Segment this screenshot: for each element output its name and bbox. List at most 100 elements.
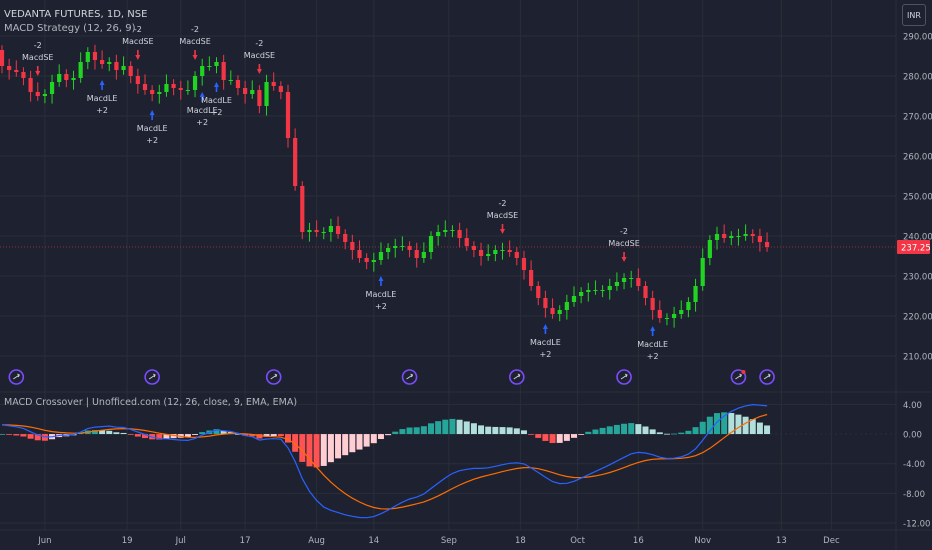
candlestick-series[interactable] (0, 44, 770, 328)
candle-body (507, 250, 512, 252)
candle-body (200, 66, 205, 76)
macd-histogram-bar (656, 432, 663, 435)
long-signal-label: MacdLE (87, 94, 118, 103)
candle-body (743, 234, 748, 236)
macd-histogram-bar (213, 429, 220, 435)
symbol-title[interactable]: VEDANTA FUTURES, 1D, NSE (4, 9, 148, 20)
short-signal-label: MacdSE (122, 37, 153, 46)
candle-body (64, 74, 69, 80)
candle-body (185, 90, 190, 91)
macd-histogram-bar (749, 419, 756, 435)
macd-histogram-bar (635, 424, 642, 435)
candle-body (650, 298, 655, 310)
macd-histogram-bar (420, 426, 427, 435)
candle-body (457, 230, 462, 238)
candle-body (564, 302, 569, 310)
price-tick-label: 210.00 (903, 353, 932, 363)
macd-histogram-bar (642, 426, 649, 435)
time-tick-label: Dec (823, 536, 840, 546)
candle-body (328, 226, 333, 232)
candle-body (171, 84, 176, 88)
macd-histogram-bar (578, 434, 585, 435)
macd-histogram-bar (428, 423, 434, 435)
short-signal-arrow (256, 69, 262, 74)
indicator-legend[interactable]: MACD Crossover | Unofficed.com (12, 26, … (4, 397, 298, 408)
macd-histogram-bar (542, 434, 549, 441)
macd-histogram-bar (699, 421, 706, 435)
candle-body (221, 62, 226, 80)
short-signal-label: MacdSE (244, 51, 275, 60)
short-signal-qty: -2 (191, 25, 199, 34)
event-markers[interactable] (8, 369, 775, 385)
macd-pane[interactable] (0, 403, 771, 519)
candle-body (643, 286, 648, 298)
candle-body (142, 84, 148, 90)
candle-body (14, 70, 19, 72)
candle-body (550, 308, 555, 314)
time-tick-label: 13 (776, 536, 787, 546)
candle-body (586, 290, 591, 292)
macd-line (1, 403, 768, 519)
time-tick-label: Sep (441, 536, 457, 546)
macd-histogram-bar (342, 434, 349, 456)
time-tick-label: Jul (175, 536, 186, 546)
long-signal-arrow (99, 80, 105, 85)
macd-histogram-bar (399, 429, 406, 435)
macd-histogram-bar (613, 424, 620, 435)
macd-histogram-bar (506, 427, 513, 435)
candle-body (757, 236, 762, 242)
strategy-legend[interactable]: MACD Strategy (12, 26, 9) (4, 23, 136, 34)
last-price-badge (897, 240, 930, 254)
candle-body (722, 234, 727, 238)
macd-histogram-bar (349, 434, 356, 453)
long-signal-qty: +2 (540, 350, 552, 359)
macd-tick-label: 4.00 (903, 401, 922, 411)
long-signal-arrow (650, 326, 656, 331)
time-axis: Jun 19 Jul 17 Aug 14 Sep 18 Oct 16 Nov 13 Dec (37, 536, 840, 546)
candle-body (335, 226, 341, 234)
candle-body (364, 258, 369, 262)
candle-body (357, 250, 362, 258)
candle-body (657, 310, 662, 318)
candle-body (178, 88, 183, 90)
candle-body (92, 52, 98, 60)
price-tick-label: 280.00 (903, 73, 932, 83)
macd-histogram-bar (277, 434, 284, 437)
macd-histogram-bar (327, 434, 334, 463)
candle-body (157, 92, 162, 94)
earnings-event-glyph (735, 373, 743, 380)
macd-histogram-bar (142, 434, 148, 439)
candle-body (28, 78, 33, 92)
price-tick-label: 240.00 (903, 233, 932, 243)
candle-body (493, 250, 498, 254)
candle-body (729, 236, 734, 238)
candle-body (629, 278, 634, 279)
candle-body (235, 80, 241, 88)
macd-histogram-bar (442, 419, 449, 435)
time-tick-label: Nov (694, 536, 711, 546)
candle-body (407, 246, 412, 250)
dividend-event-glyph (513, 373, 521, 380)
macd-histogram-bar (549, 434, 556, 444)
macd-histogram-bar (20, 434, 27, 437)
candle-body (736, 236, 741, 237)
candle-body (0, 50, 5, 66)
macd-histogram-bar (249, 434, 256, 437)
dividend-event-glyph (406, 373, 414, 380)
candle-body (321, 232, 326, 233)
currency-badge[interactable]: INR (902, 4, 926, 26)
macd-histogram-bar (756, 422, 763, 435)
macd-histogram-bar (27, 434, 34, 439)
macd-histogram-bar (470, 423, 477, 435)
candle-body (764, 242, 770, 247)
macd-histogram-bar (306, 434, 313, 467)
candle-body (428, 236, 434, 252)
short-signal-qty: -2 (499, 199, 507, 208)
candle-body (192, 76, 198, 90)
macd-histogram-bar (685, 430, 692, 435)
candle-body (543, 298, 548, 308)
candle-body (436, 232, 441, 236)
candle-body (450, 230, 455, 231)
candle-body (529, 270, 534, 286)
